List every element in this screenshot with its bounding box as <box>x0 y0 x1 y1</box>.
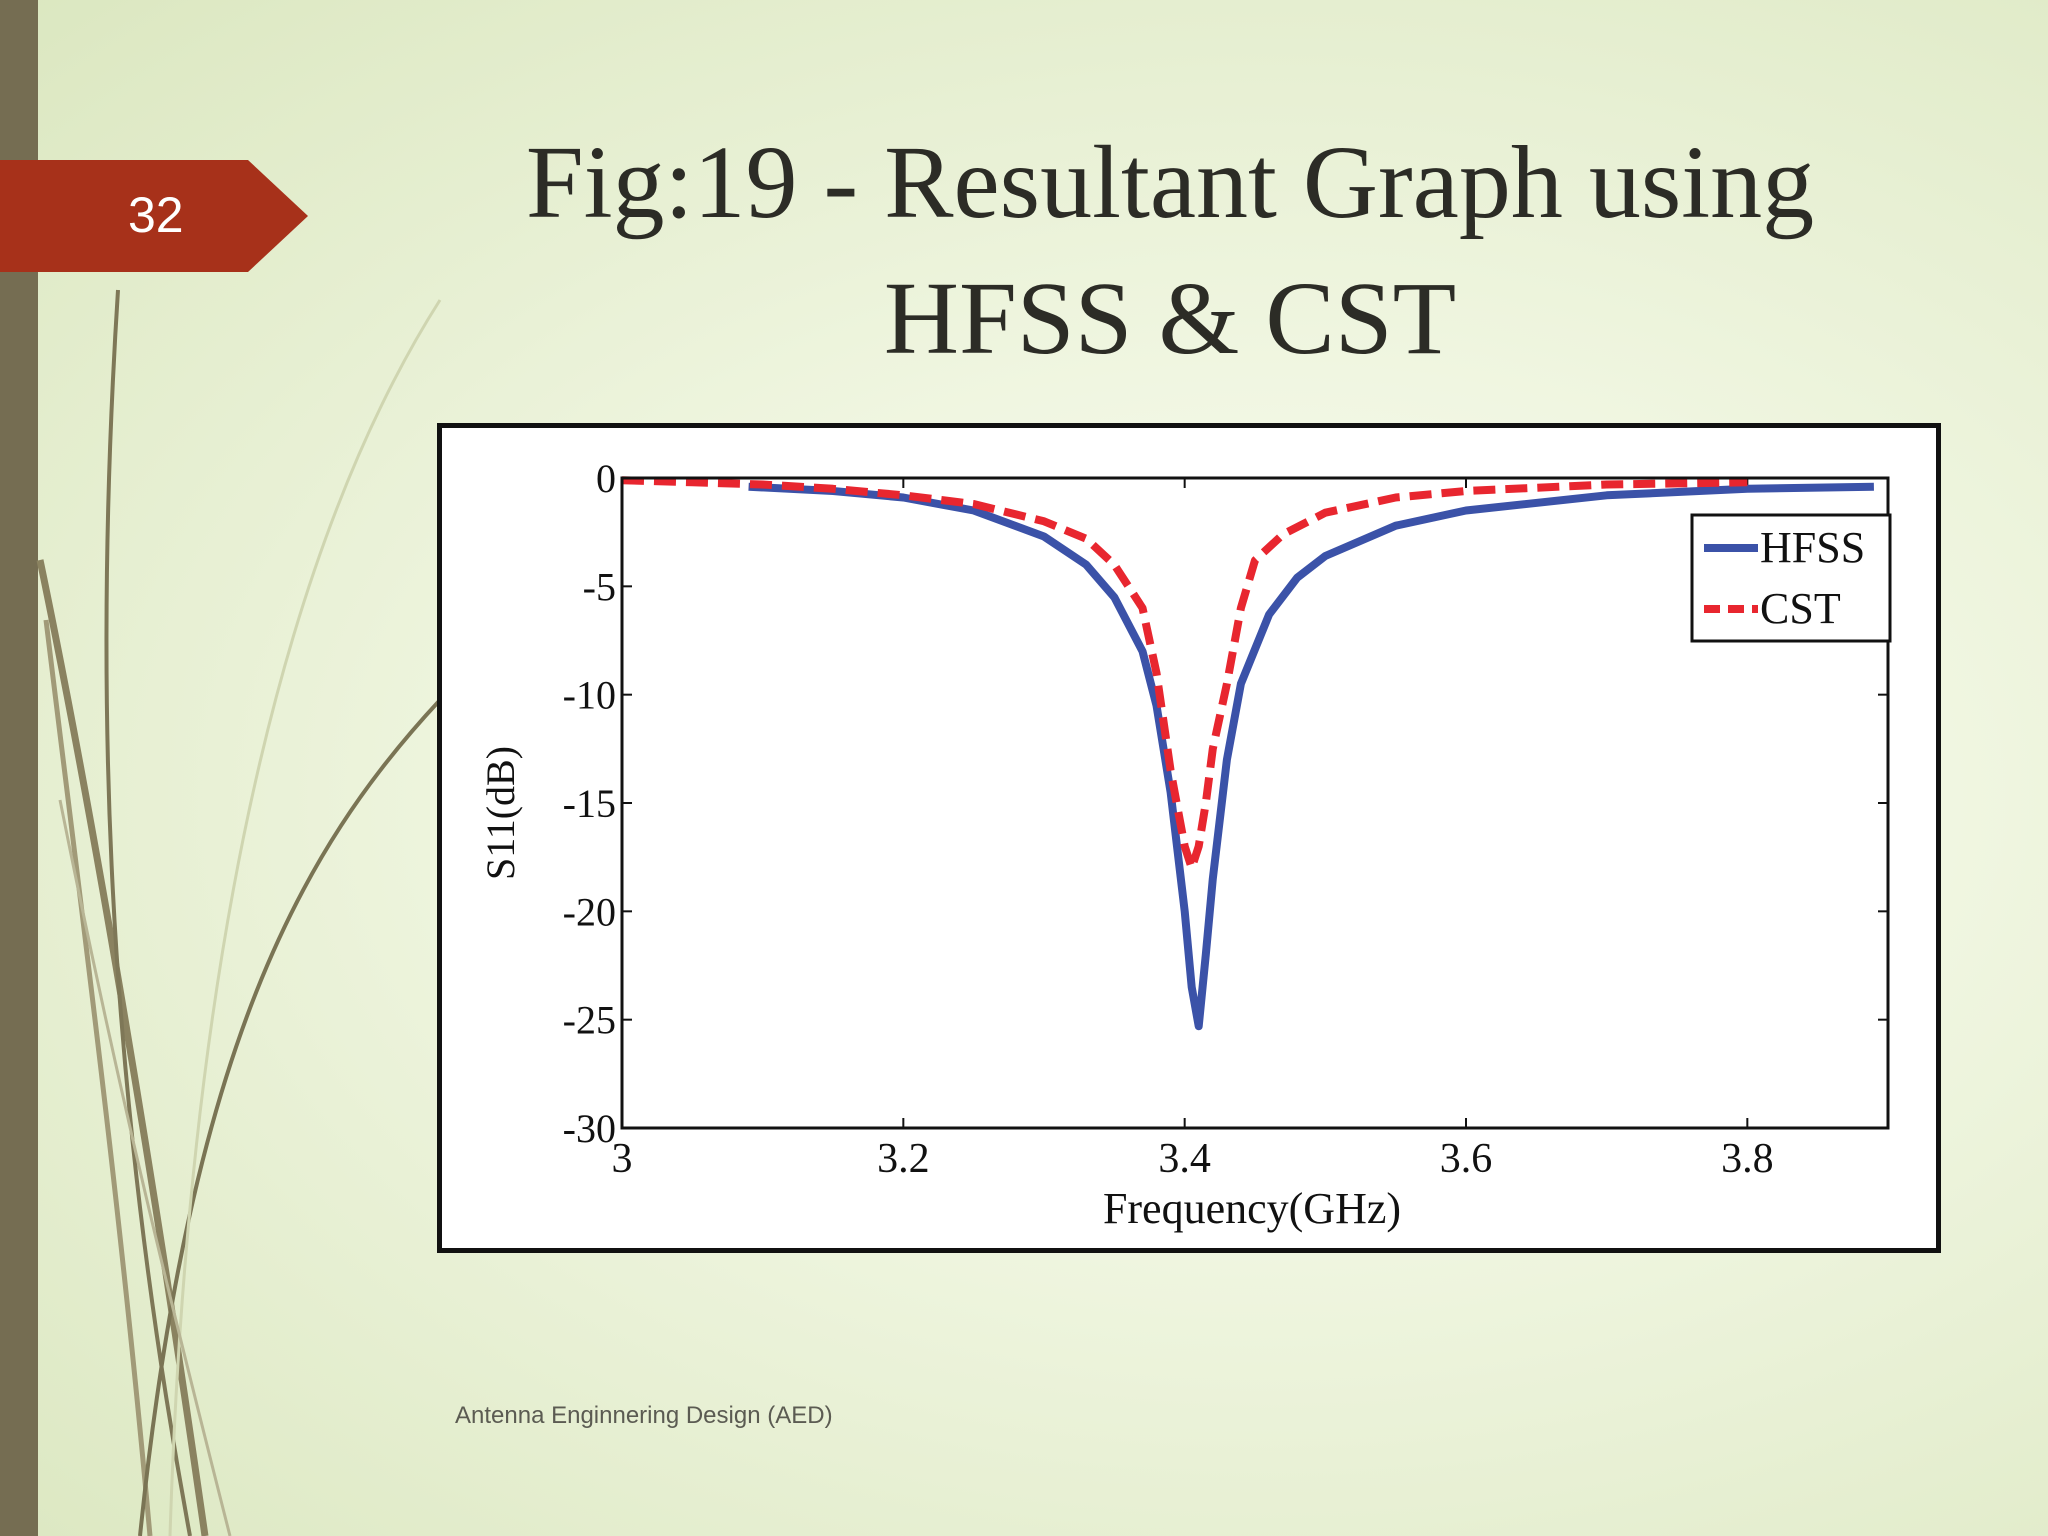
slide-number-tag <box>0 160 308 272</box>
plot-background <box>442 428 1936 1248</box>
x-tick-label: 3 <box>612 1136 633 1182</box>
series-layer <box>621 476 1874 1031</box>
legend-cst-label: CST <box>1760 584 1841 633</box>
legend-box <box>1690 513 1892 643</box>
y-tick-label: -15 <box>563 781 616 826</box>
x-axis-label: Frequency(GHz) <box>1103 1184 1401 1233</box>
y-axis-label: S11(dB) <box>478 746 523 880</box>
slide-footer: Antenna Enginnering Design (AED) <box>455 1402 833 1429</box>
x-tick-label: 3.6 <box>1440 1136 1493 1182</box>
y-tick-label: -30 <box>563 1106 616 1151</box>
series-line-cst <box>621 476 1748 872</box>
x-axis-ticks: 3 3.2 3.4 3.6 3.8 <box>612 478 1774 1182</box>
series-line-hfss <box>748 482 1874 1031</box>
slide-title-line-1: Fig:19 - Resultant Graph using <box>525 125 1815 240</box>
slide-number: 32 <box>128 187 184 243</box>
slide-title: Fig:19 - Resultant Graph using HFSS & CS… <box>420 115 1920 387</box>
plot-frame <box>620 476 1890 1130</box>
legend-hfss-label: HFSS <box>1760 523 1865 572</box>
y-tick-label: -20 <box>563 889 616 934</box>
y-tick-label: -5 <box>583 564 616 609</box>
y-axis-ticks: 0 -5 -10 -15 -20 -25 -30 <box>563 456 1888 1151</box>
y-tick-label: 0 <box>596 456 616 501</box>
s11-chart: 0 -5 -10 -15 -20 -25 -30 3 3.2 3.4 3.6 3.8 Frequen… <box>442 428 1936 1248</box>
x-tick-label: 3.4 <box>1158 1136 1211 1182</box>
legend: HFSS CST <box>1690 513 1892 643</box>
decorative-grass-strokes <box>36 289 442 1536</box>
y-tick-label: -25 <box>563 998 616 1043</box>
slide-title-line-2: HFSS & CST <box>883 261 1457 376</box>
x-tick-label: 3.2 <box>877 1136 930 1182</box>
x-tick-label: 3.8 <box>1721 1136 1774 1182</box>
chart-figure: 0 -5 -10 -15 -20 -25 -30 3 3.2 3.4 3.6 3.8 Frequen… <box>437 423 1941 1253</box>
y-tick-label: -10 <box>563 673 616 718</box>
